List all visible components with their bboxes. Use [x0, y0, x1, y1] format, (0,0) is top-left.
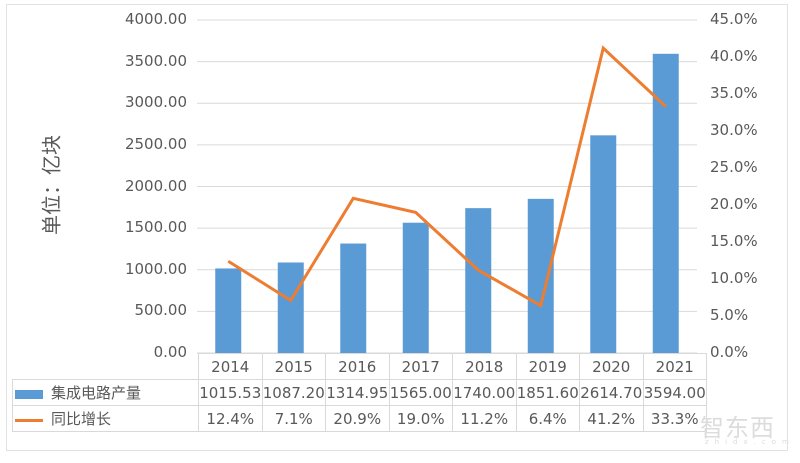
category-cell: 2018: [452, 353, 517, 380]
bar-value-cell: 1087.20: [261, 379, 326, 406]
line-value-cell: 6.4%: [515, 405, 580, 432]
data-table: 2014 2015 2016 2017 2018 2019 2020 2021 集成电路产量 10…: [12, 353, 707, 432]
bar-value-cell: 3594.00: [642, 379, 707, 406]
right-tick-label: 20.0%: [710, 195, 758, 213]
right-tick-label: 0.0%: [710, 343, 749, 361]
left-tick-label: 2000.00: [124, 176, 187, 195]
left-tick-label: 1500.00: [124, 218, 187, 237]
category-cell: 2014: [198, 353, 263, 380]
left-tick-label: 3500.00: [124, 51, 187, 70]
bar-value-cell: 1015.53: [198, 379, 263, 406]
watermark-url: zhidx.com: [705, 438, 795, 446]
left-tick-label: 1000.00: [124, 259, 187, 278]
line-value-cell: 19.0%: [388, 405, 453, 432]
bar: [527, 198, 554, 353]
right-tick-label: 45.0%: [710, 10, 758, 28]
line-value-cell: 12.4%: [198, 405, 263, 432]
legend-cell: 同比增长: [12, 405, 199, 432]
chart-frame: [6, 4, 788, 451]
right-tick-label: 15.0%: [710, 232, 758, 250]
line-value-cell: 11.2%: [452, 405, 517, 432]
category-cell: 2016: [325, 353, 390, 380]
bar: [277, 262, 304, 353]
line-value-cell: 41.2%: [579, 405, 644, 432]
bar-value-cell: 1851.60: [515, 379, 580, 406]
bar: [652, 53, 679, 353]
bar: [465, 208, 492, 353]
left-tick-label: 3000.00: [124, 93, 187, 112]
right-tick-label: 25.0%: [710, 158, 758, 176]
growth-line: [227, 45, 667, 308]
bar-value-cell: 1314.95: [325, 379, 390, 406]
left-tick-label: 500.00: [134, 301, 188, 320]
bar: [215, 268, 242, 353]
legend-cell: [13, 354, 199, 380]
bar-value-cell: 1565.00: [388, 379, 453, 406]
category-cell: 2019: [515, 353, 580, 380]
bar-value-cell: 2614.70: [579, 379, 644, 406]
category-cell: 2021: [642, 353, 707, 380]
line-legend-label: 同比增长: [51, 410, 112, 428]
right-tick-label: 10.0%: [710, 269, 758, 287]
left-tick-label: 2500.00: [124, 134, 187, 153]
line-value-cell: 7.1%: [261, 405, 326, 432]
legend-cell: 集成电路产量: [12, 379, 199, 406]
line-value-cell: 20.9%: [325, 405, 390, 432]
bar-legend-swatch: [15, 389, 43, 399]
category-cell: 2020: [579, 353, 644, 380]
bar-legend-label: 集成电路产量: [51, 384, 142, 402]
bar-value-cell: 1740.00: [452, 379, 517, 406]
watermark-logo: 智东西: [700, 414, 775, 442]
left-tick-label: 0.00: [153, 343, 187, 361]
bar: [340, 243, 367, 353]
right-tick-label: 35.0%: [710, 84, 758, 102]
left-tick-label: 4000.00: [124, 10, 187, 28]
line-value-cell: 33.3%: [642, 405, 707, 432]
right-tick-label: 30.0%: [710, 121, 758, 139]
bar: [402, 222, 429, 353]
category-cell: 2017: [388, 353, 453, 380]
right-tick-label: 5.0%: [710, 306, 749, 324]
right-tick-label: 40.0%: [710, 47, 758, 65]
bar: [590, 135, 617, 353]
line-legend-swatch: [15, 418, 43, 422]
category-cell: 2015: [261, 353, 326, 380]
